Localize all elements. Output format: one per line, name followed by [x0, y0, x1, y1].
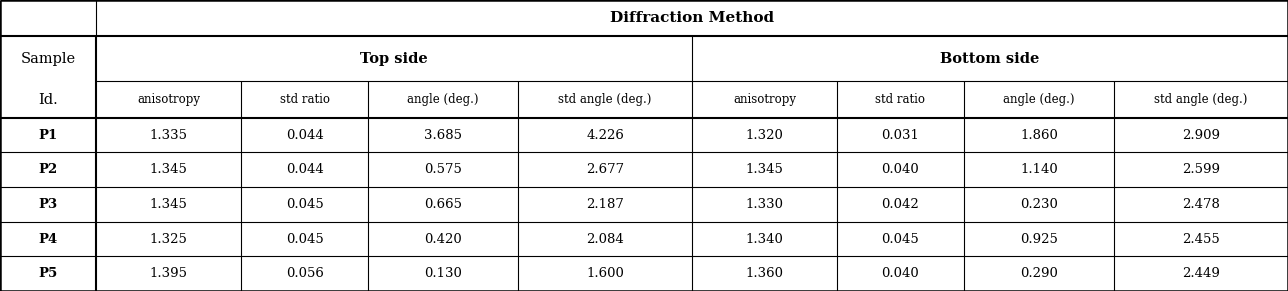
Text: 1.320: 1.320	[746, 129, 783, 142]
Text: std angle (deg.): std angle (deg.)	[559, 93, 652, 106]
Text: 0.031: 0.031	[881, 129, 920, 142]
Text: 1.330: 1.330	[746, 198, 783, 211]
Text: 0.290: 0.290	[1020, 267, 1057, 280]
Text: anisotropy: anisotropy	[138, 93, 200, 106]
Text: P2: P2	[39, 163, 58, 176]
Text: anisotropy: anisotropy	[733, 93, 796, 106]
Text: 0.045: 0.045	[881, 233, 920, 246]
Text: 1.360: 1.360	[746, 267, 783, 280]
Text: angle (deg.): angle (deg.)	[407, 93, 479, 106]
Text: 0.056: 0.056	[286, 267, 323, 280]
Text: P4: P4	[39, 233, 58, 246]
Text: 2.449: 2.449	[1182, 267, 1220, 280]
Text: P3: P3	[39, 198, 58, 211]
Text: Sample: Sample	[21, 52, 76, 66]
Text: 1.345: 1.345	[149, 163, 188, 176]
Text: 2.478: 2.478	[1182, 198, 1220, 211]
Text: 2.084: 2.084	[586, 233, 625, 246]
Text: Diffraction Method: Diffraction Method	[611, 11, 774, 25]
Text: 1.340: 1.340	[746, 233, 783, 246]
Text: 2.909: 2.909	[1182, 129, 1220, 142]
Text: 0.130: 0.130	[424, 267, 462, 280]
Text: 1.345: 1.345	[746, 163, 783, 176]
Text: 0.040: 0.040	[881, 163, 920, 176]
Text: 2.599: 2.599	[1182, 163, 1220, 176]
Text: 1.345: 1.345	[149, 198, 188, 211]
Text: 1.860: 1.860	[1020, 129, 1057, 142]
Text: 0.420: 0.420	[424, 233, 462, 246]
Text: 2.677: 2.677	[586, 163, 625, 176]
Text: 0.665: 0.665	[424, 198, 462, 211]
Text: 0.042: 0.042	[881, 198, 920, 211]
Text: 1.335: 1.335	[149, 129, 188, 142]
Text: std ratio: std ratio	[279, 93, 330, 106]
Text: P1: P1	[39, 129, 58, 142]
Text: std angle (deg.): std angle (deg.)	[1154, 93, 1248, 106]
Text: 0.045: 0.045	[286, 198, 323, 211]
Text: 3.685: 3.685	[424, 129, 462, 142]
Text: 0.925: 0.925	[1020, 233, 1057, 246]
Text: 1.325: 1.325	[149, 233, 188, 246]
Text: 4.226: 4.226	[586, 129, 625, 142]
Text: Bottom side: Bottom side	[940, 52, 1039, 66]
Text: std ratio: std ratio	[876, 93, 925, 106]
Text: 0.044: 0.044	[286, 163, 323, 176]
Text: P5: P5	[39, 267, 58, 280]
Text: 0.045: 0.045	[286, 233, 323, 246]
Text: 2.187: 2.187	[586, 198, 625, 211]
Text: 0.230: 0.230	[1020, 198, 1057, 211]
Text: 0.044: 0.044	[286, 129, 323, 142]
Text: angle (deg.): angle (deg.)	[1003, 93, 1074, 106]
Text: 1.395: 1.395	[149, 267, 188, 280]
Text: 2.455: 2.455	[1182, 233, 1220, 246]
Text: Id.: Id.	[39, 93, 58, 107]
Text: 0.575: 0.575	[424, 163, 462, 176]
Text: 1.600: 1.600	[586, 267, 625, 280]
Text: 0.040: 0.040	[881, 267, 920, 280]
Text: 1.140: 1.140	[1020, 163, 1057, 176]
Text: Top side: Top side	[361, 52, 428, 66]
